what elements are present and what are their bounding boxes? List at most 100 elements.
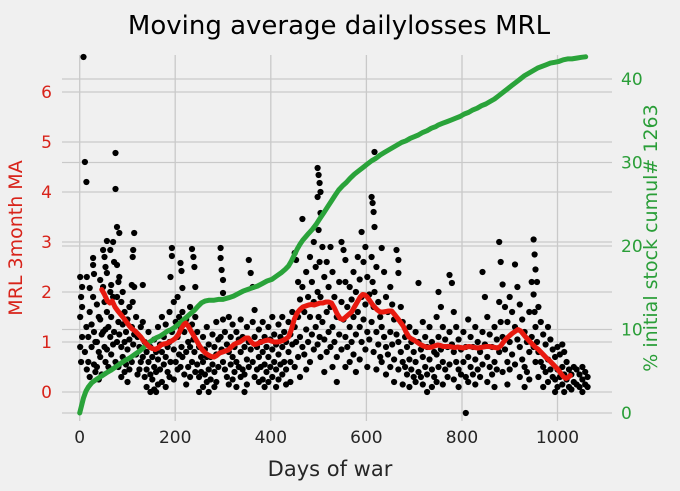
scatter-point [103, 237, 110, 245]
scatter-point [103, 269, 110, 277]
scatter-point [530, 236, 537, 243]
scatter-point [433, 313, 440, 321]
scatter-point [346, 358, 353, 366]
scatter-point [552, 353, 559, 361]
scatter-point [108, 313, 115, 321]
scatter-point [547, 336, 554, 343]
scatter-point [506, 366, 513, 373]
scatter-point [221, 328, 228, 336]
scatter-point [493, 366, 500, 373]
scatter-point [316, 258, 323, 266]
scatter-point [410, 348, 417, 356]
scatter-point [219, 358, 227, 366]
scatter-point [460, 358, 467, 366]
scatter-point [167, 358, 174, 366]
scatter-point [531, 251, 538, 258]
scatter-point [450, 348, 457, 356]
scatter-point [137, 323, 144, 331]
scatter-point [259, 376, 266, 383]
scatter-point [129, 253, 136, 261]
scatter-point [259, 348, 266, 356]
scatter-point [532, 323, 539, 331]
scatter-point [399, 358, 406, 366]
scatter-point [542, 368, 549, 376]
scatter-point [371, 148, 378, 156]
scatter-point [178, 343, 185, 351]
scatter-point [110, 238, 117, 246]
scatter-point [88, 343, 95, 351]
scatter-point [199, 358, 207, 366]
scatter-point [305, 293, 312, 301]
scatter-point [273, 383, 280, 391]
scatter-point [419, 318, 426, 326]
scatter-point [479, 361, 486, 368]
scatter-point [426, 323, 433, 331]
scatter-point [141, 373, 148, 381]
scatter-point [528, 278, 535, 286]
scatter-point [118, 298, 125, 306]
scatter-point [295, 278, 302, 286]
scatter-point [306, 253, 314, 261]
scatter-point [131, 283, 138, 291]
scatter-point [301, 351, 308, 358]
scatter-point [251, 306, 258, 314]
scatter-point [573, 366, 580, 373]
scatter-point [382, 343, 390, 351]
scatter-point [314, 164, 321, 172]
scatter-point [428, 383, 435, 391]
scatter-point [368, 253, 375, 261]
scatter-point [249, 358, 256, 366]
scatter-point [121, 338, 128, 346]
scatter-point [301, 308, 308, 316]
scatter-point [342, 363, 349, 371]
scatter-point [107, 333, 114, 341]
scatter-point [511, 261, 519, 268]
scatter-point [333, 378, 340, 386]
scatter-point [336, 278, 343, 286]
scatter-point [295, 353, 302, 361]
scatter-point [137, 358, 144, 366]
scatter-point [460, 328, 467, 336]
scatter-point [166, 308, 173, 316]
scatter-point [267, 363, 274, 371]
scatter-point [299, 343, 306, 351]
scatter-point [465, 353, 472, 361]
scatter-point [501, 303, 509, 311]
scatter-point [139, 318, 146, 326]
scatter-point [317, 188, 324, 196]
scatter-point [213, 378, 220, 386]
scatter-point [327, 243, 334, 251]
scatter-point [149, 353, 156, 361]
scatter-point [406, 356, 413, 363]
scatter-point [540, 383, 547, 391]
scatter-point [368, 193, 375, 201]
scatter-point [342, 333, 349, 341]
scatter-point [116, 331, 123, 338]
scatter-point [559, 341, 566, 348]
scatter-point [428, 338, 435, 346]
scatter-point [387, 328, 394, 336]
scatter-point [472, 381, 479, 388]
scatter-point [395, 338, 402, 346]
scatter-point [467, 363, 474, 371]
scatter-point [79, 333, 86, 341]
scatter-point [296, 333, 304, 341]
scatter-point [77, 313, 84, 321]
scatter-point [126, 366, 133, 373]
scatter-point [223, 341, 230, 348]
scatter-point [384, 351, 391, 358]
scatter-point [424, 388, 431, 396]
scatter-point [486, 363, 493, 371]
scatter-point [103, 308, 110, 316]
scatter-point [97, 316, 104, 323]
right-tick-label: 20 [621, 237, 643, 257]
scatter-point [358, 228, 365, 236]
scatter-point [437, 303, 444, 311]
scatter-point [227, 361, 234, 368]
scatter-point [356, 276, 363, 283]
scatter-point [450, 376, 457, 383]
scatter-point [211, 368, 218, 376]
scatter-point [237, 316, 244, 323]
left-tick-label: 1 [41, 333, 52, 353]
scatter-point [129, 298, 136, 306]
